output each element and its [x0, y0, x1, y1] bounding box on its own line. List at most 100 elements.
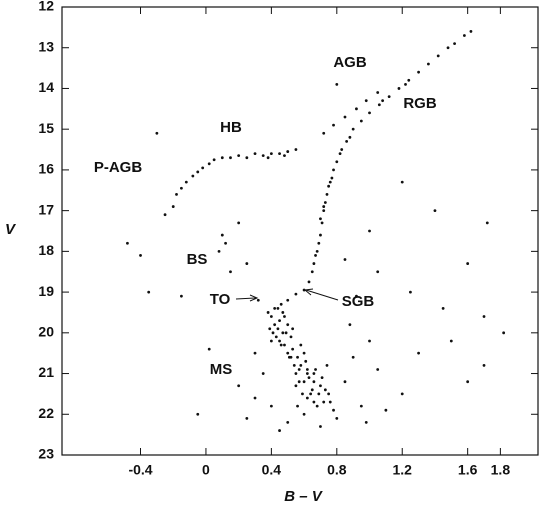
- star-point: [323, 201, 327, 204]
- star-point: [330, 176, 334, 180]
- star-point: [322, 131, 326, 135]
- star-point: [404, 82, 407, 86]
- star-point: [139, 254, 142, 257]
- star-point: [307, 376, 311, 380]
- star-point: [377, 103, 381, 107]
- star-point: [343, 380, 347, 384]
- y-tick-label: 18: [38, 242, 54, 258]
- star-point: [436, 54, 440, 58]
- star-point: [294, 384, 298, 388]
- star-point: [335, 160, 339, 164]
- star-point: [359, 404, 363, 408]
- star-point: [315, 249, 319, 253]
- annotation-arrows: [235, 288, 339, 302]
- star-point: [276, 327, 280, 331]
- annotation: BS: [187, 251, 208, 268]
- star-point: [278, 339, 281, 343]
- star-point: [319, 384, 322, 388]
- star-point: [376, 368, 380, 371]
- star-point: [332, 123, 335, 127]
- star-point: [286, 323, 290, 327]
- star-point: [345, 140, 349, 143]
- star-point: [268, 327, 272, 331]
- star-point: [266, 311, 270, 314]
- star-point: [237, 154, 241, 158]
- star-point: [253, 152, 257, 156]
- y-tick-label: 21: [38, 364, 54, 380]
- star-point: [294, 292, 298, 296]
- star-point: [184, 180, 188, 184]
- star-point: [314, 368, 317, 371]
- star-point: [332, 168, 335, 172]
- star-point: [283, 315, 286, 318]
- star-point: [196, 170, 200, 174]
- star-point: [302, 351, 306, 355]
- arrow: [305, 289, 339, 301]
- star-point: [309, 392, 313, 396]
- star-point: [368, 229, 371, 233]
- star-point: [245, 262, 249, 265]
- star-point: [245, 156, 249, 160]
- star-point: [327, 392, 331, 396]
- star-point: [180, 186, 183, 190]
- star-point: [320, 221, 324, 225]
- star-point: [261, 372, 265, 375]
- star-point: [171, 205, 175, 208]
- star-point: [283, 154, 286, 158]
- star-point: [400, 392, 404, 396]
- star-point: [485, 221, 489, 225]
- star-point: [163, 213, 167, 217]
- star-point: [286, 150, 290, 153]
- star-point: [294, 148, 298, 151]
- star-point: [229, 156, 232, 160]
- star-point: [271, 331, 275, 335]
- annotation: P-AGB: [94, 159, 143, 176]
- star-point: [299, 343, 303, 347]
- star-point: [310, 270, 314, 274]
- star-point: [289, 335, 293, 339]
- star-point: [502, 331, 506, 335]
- star-point: [286, 298, 290, 302]
- star-point: [427, 62, 430, 66]
- star-point: [322, 400, 326, 404]
- star-point: [261, 154, 265, 158]
- star-point: [327, 184, 331, 188]
- star-point: [348, 135, 352, 139]
- star-point: [314, 254, 317, 257]
- star-point: [310, 388, 314, 392]
- star-point: [191, 174, 195, 178]
- star-point: [286, 421, 290, 424]
- star-point: [397, 87, 401, 90]
- arrow-head: [249, 294, 259, 302]
- star-point: [417, 351, 420, 355]
- star-point: [317, 392, 321, 396]
- star-point: [297, 380, 301, 384]
- star-point: [351, 355, 355, 359]
- star-point: [245, 416, 249, 420]
- star-point: [328, 180, 332, 184]
- star-point: [269, 152, 273, 156]
- star-point: [253, 396, 257, 400]
- star-point: [229, 270, 232, 274]
- y-tick-label: 22: [38, 405, 54, 421]
- star-point: [368, 339, 371, 343]
- x-axis-title: B – V: [284, 488, 324, 505]
- x-tick-label: 0: [202, 462, 210, 478]
- star-point: [256, 298, 260, 302]
- star-point: [175, 192, 178, 196]
- star-point: [317, 241, 321, 245]
- star-point: [201, 166, 205, 170]
- arrow: [235, 297, 257, 300]
- star-point: [147, 290, 151, 294]
- star-point: [305, 372, 309, 375]
- star-point: [312, 400, 316, 404]
- star-point: [400, 180, 404, 184]
- star-point: [132, 168, 136, 172]
- annotation: HB: [220, 119, 242, 136]
- annotation: TO: [210, 291, 231, 308]
- star-point: [301, 392, 304, 396]
- star-point: [319, 217, 322, 221]
- star-point: [368, 111, 371, 115]
- star-point: [253, 351, 257, 355]
